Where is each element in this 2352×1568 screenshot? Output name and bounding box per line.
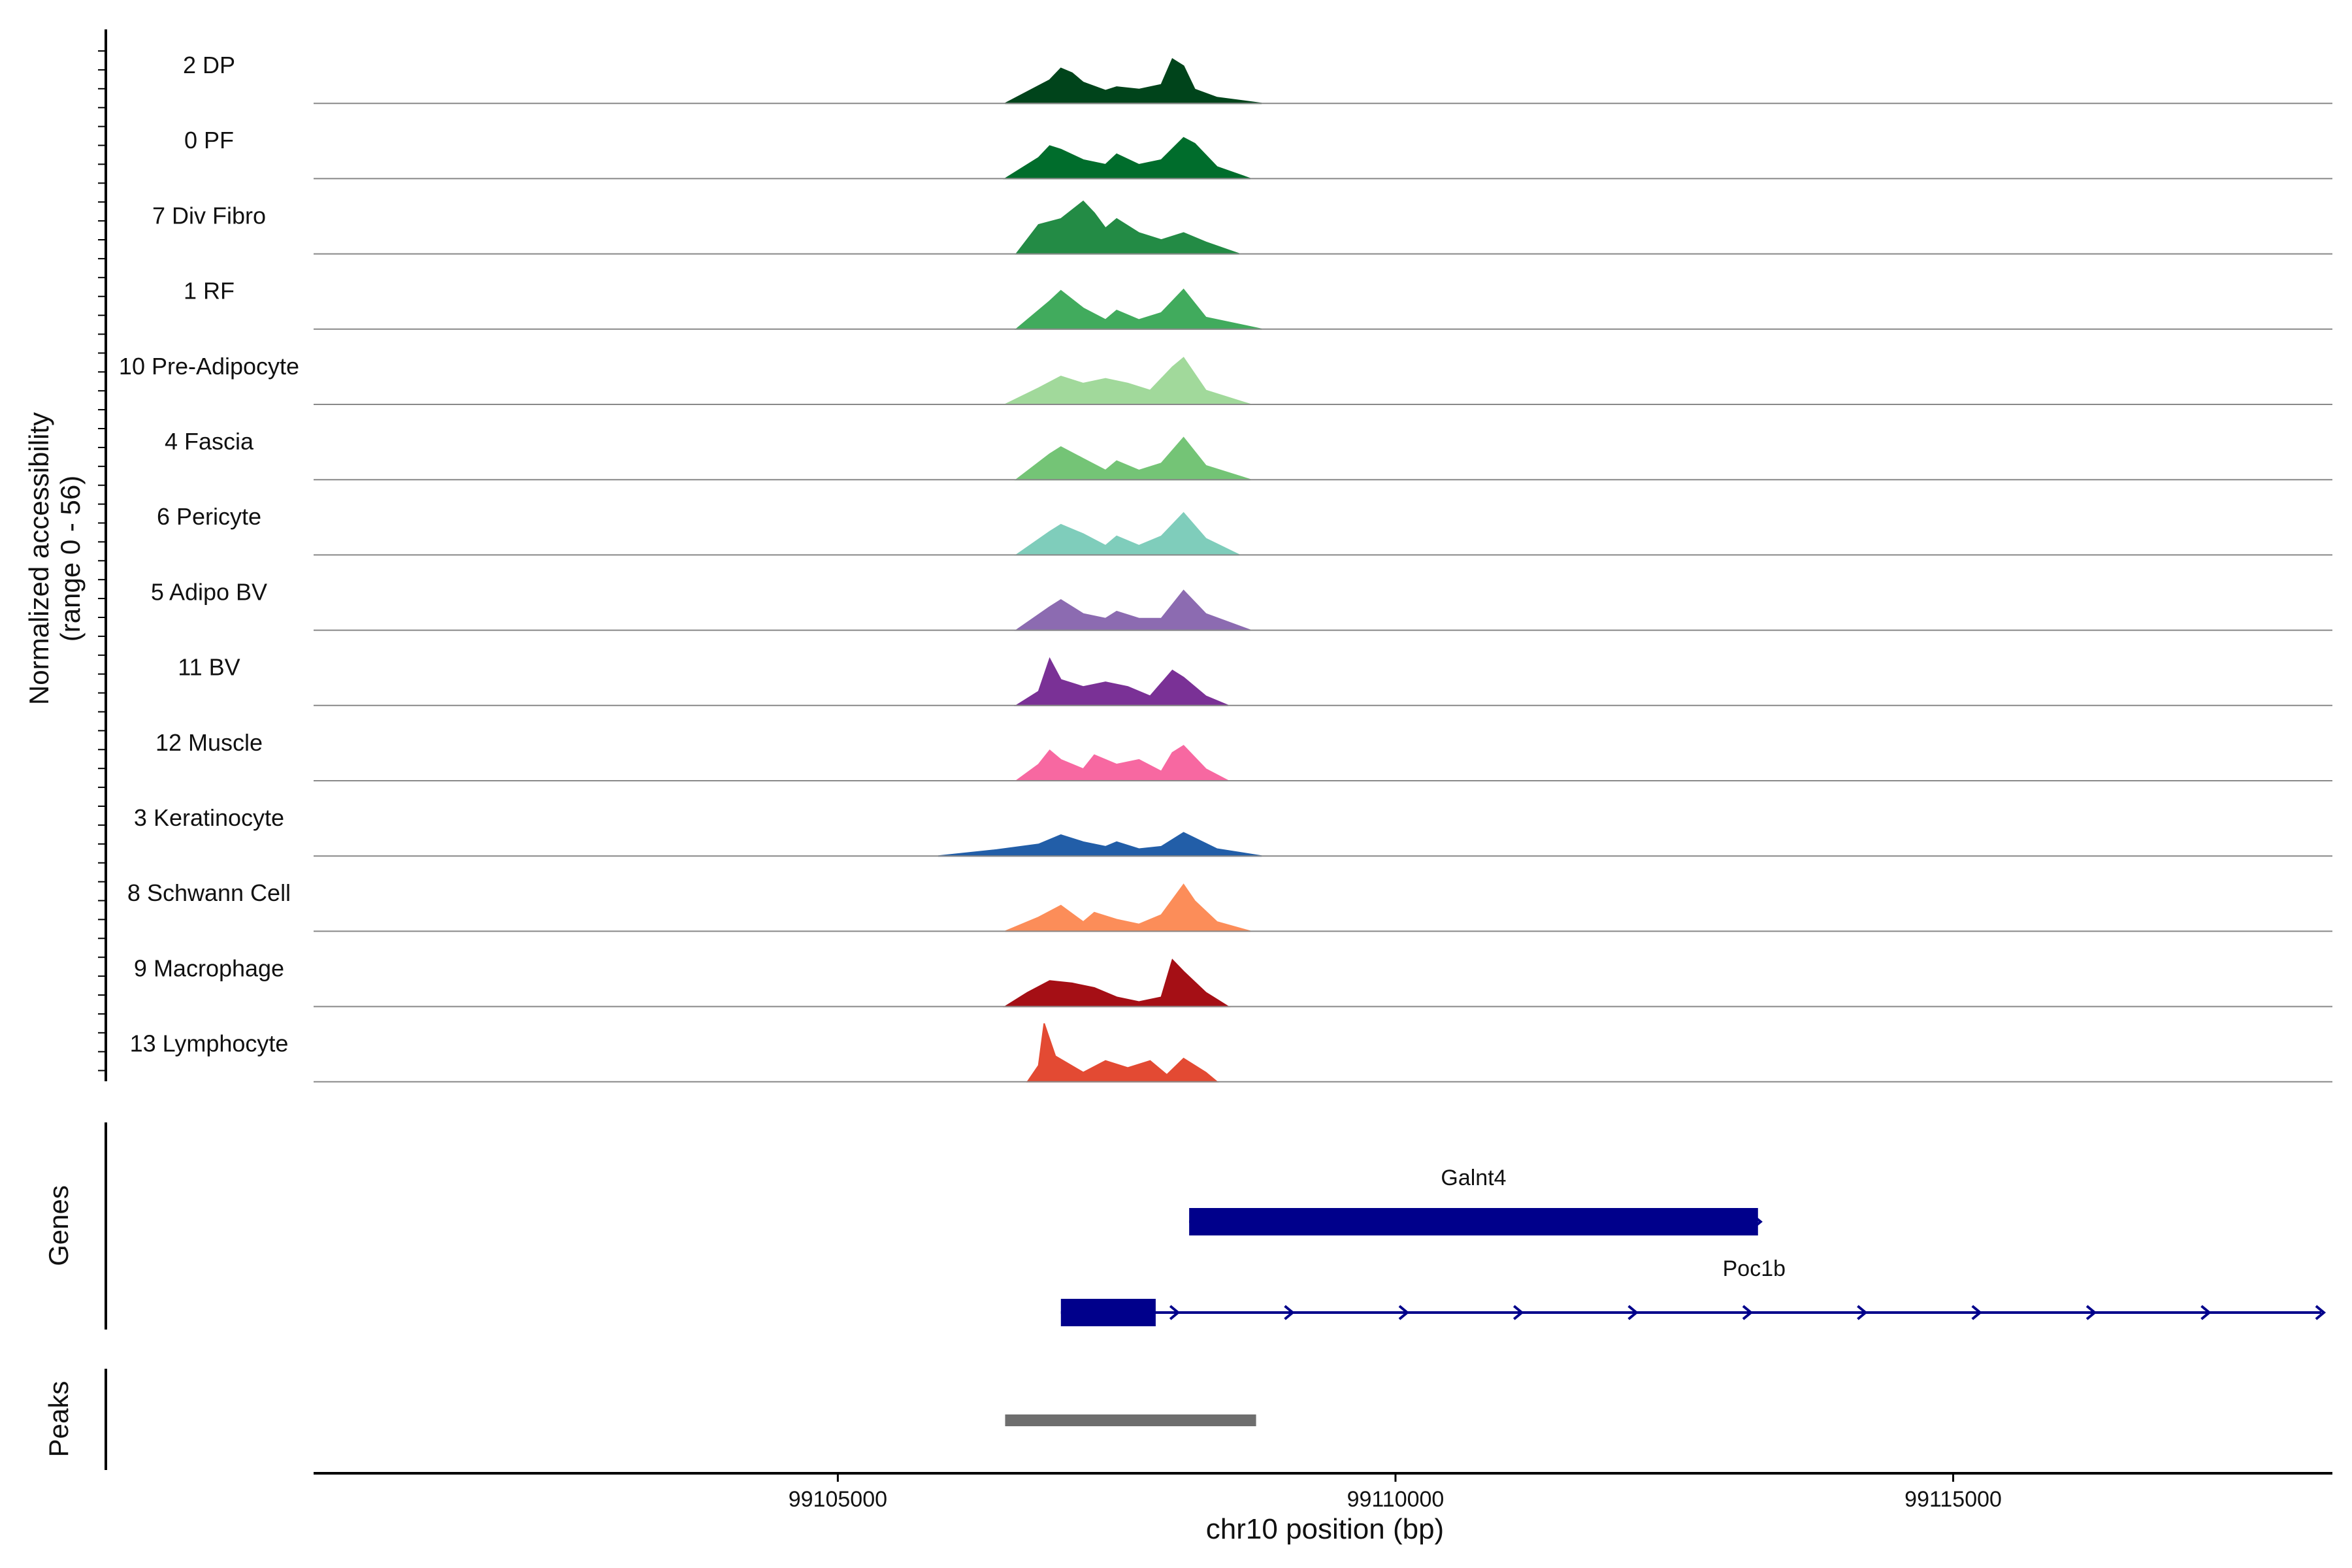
coverage-area <box>1014 512 1240 556</box>
track-8: 5 Adipo BV <box>151 578 2332 631</box>
gene-name: Galnt4 <box>1441 1166 1506 1190</box>
y-axis-range: (range 0 - 56) <box>55 476 86 642</box>
track-label: 7 Div Fibro <box>152 202 266 229</box>
track-3: 7 Div Fibro <box>152 200 2332 255</box>
track-13: 9 Macrophage <box>134 955 2332 1007</box>
track-11: 3 Keratinocyte <box>134 804 2332 857</box>
coverage-tracks: 2 DP 0 PF 7 Div Fibro 1 RF 10 Pre-Adipocyte 4… <box>119 52 2332 1083</box>
track-label: 0 PF <box>184 127 234 154</box>
strand-arrow <box>1513 1305 1524 1320</box>
genes-panel-title: Genes <box>43 1185 74 1266</box>
track-label: 11 BV <box>178 654 240 681</box>
strand-arrow <box>1398 1305 1410 1320</box>
coverage-area <box>1014 657 1229 706</box>
coverage-area <box>1005 357 1251 405</box>
strand-arrow <box>2085 1305 2097 1320</box>
x-tick-label: 99115000 <box>1904 1487 2002 1512</box>
x-axis-ticks: 99105000 99110000 99115000 <box>789 1473 2002 1512</box>
track-label: 10 Pre-Adipocyte <box>119 353 299 380</box>
peak-bar <box>1005 1414 1256 1426</box>
strand-arrow <box>1857 1305 1868 1320</box>
coverage-area <box>938 832 1262 857</box>
track-5: 10 Pre-Adipocyte <box>119 353 2332 405</box>
track-label: 1 RF <box>184 278 235 304</box>
coverage-area <box>1003 958 1231 1007</box>
strand-arrow <box>1284 1305 1295 1320</box>
coverage-area <box>1026 1023 1219 1083</box>
track-2: 0 PF <box>184 127 2332 180</box>
x-tick-label: 99110000 <box>1347 1487 1445 1512</box>
track-label: 8 Schwann Cell <box>127 879 291 906</box>
track-label: 12 Muscle <box>155 729 263 756</box>
strand-arrow <box>1627 1305 1639 1320</box>
coverage-area <box>1014 436 1251 481</box>
track-1: 2 DP <box>183 52 2332 105</box>
peaks-panel-title: Peaks <box>43 1381 74 1458</box>
gene-galnt4: Galnt4 <box>1189 1166 1763 1235</box>
strand-arrow <box>1742 1305 1754 1320</box>
track-label: 4 Fascia <box>165 428 254 455</box>
track-6: 4 Fascia <box>165 428 2332 481</box>
gene-poc1b: Poc1b <box>1060 1256 2327 1326</box>
gene-name: Poc1b <box>1723 1256 1786 1281</box>
y-axis-title: Normalized accessibility <box>24 412 54 705</box>
coverage-area <box>1005 883 1251 932</box>
gene-exon <box>1060 1299 1156 1326</box>
track-label: 9 Macrophage <box>134 955 284 981</box>
strand-arrow <box>1971 1305 1982 1320</box>
track-7: 6 Pericyte <box>157 503 2332 556</box>
coverage-y-axis <box>98 29 107 1081</box>
x-tick-label: 99105000 <box>789 1487 887 1512</box>
gene-exon <box>1189 1208 1758 1235</box>
strand-arrow <box>1169 1305 1181 1320</box>
peak-regions <box>1005 1414 1256 1426</box>
strand-arrow <box>2200 1305 2212 1320</box>
gene-annotations: Galnt4 Poc1b <box>1060 1166 2327 1326</box>
x-axis-title: chr10 position (bp) <box>1206 1513 1444 1545</box>
coverage-area <box>1005 57 1262 105</box>
strand-arrow <box>2315 1305 2327 1320</box>
track-label: 3 Keratinocyte <box>134 804 284 831</box>
track-14: 13 Lymphocyte <box>130 1023 2332 1083</box>
coverage-area <box>1003 137 1251 180</box>
coverage-area <box>1014 745 1229 781</box>
track-12: 8 Schwann Cell <box>127 879 2332 932</box>
track-10: 12 Muscle <box>155 729 2332 781</box>
coverage-area <box>1014 589 1251 631</box>
track-label: 6 Pericyte <box>157 503 261 530</box>
coverage-area <box>1014 288 1262 330</box>
track-4: 1 RF <box>184 278 2332 330</box>
track-label: 5 Adipo BV <box>151 578 267 605</box>
track-label: 13 Lymphocyte <box>130 1030 289 1057</box>
coverage-area <box>1015 200 1240 255</box>
track-label: 2 DP <box>183 52 235 78</box>
track-9: 11 BV <box>178 654 2332 706</box>
